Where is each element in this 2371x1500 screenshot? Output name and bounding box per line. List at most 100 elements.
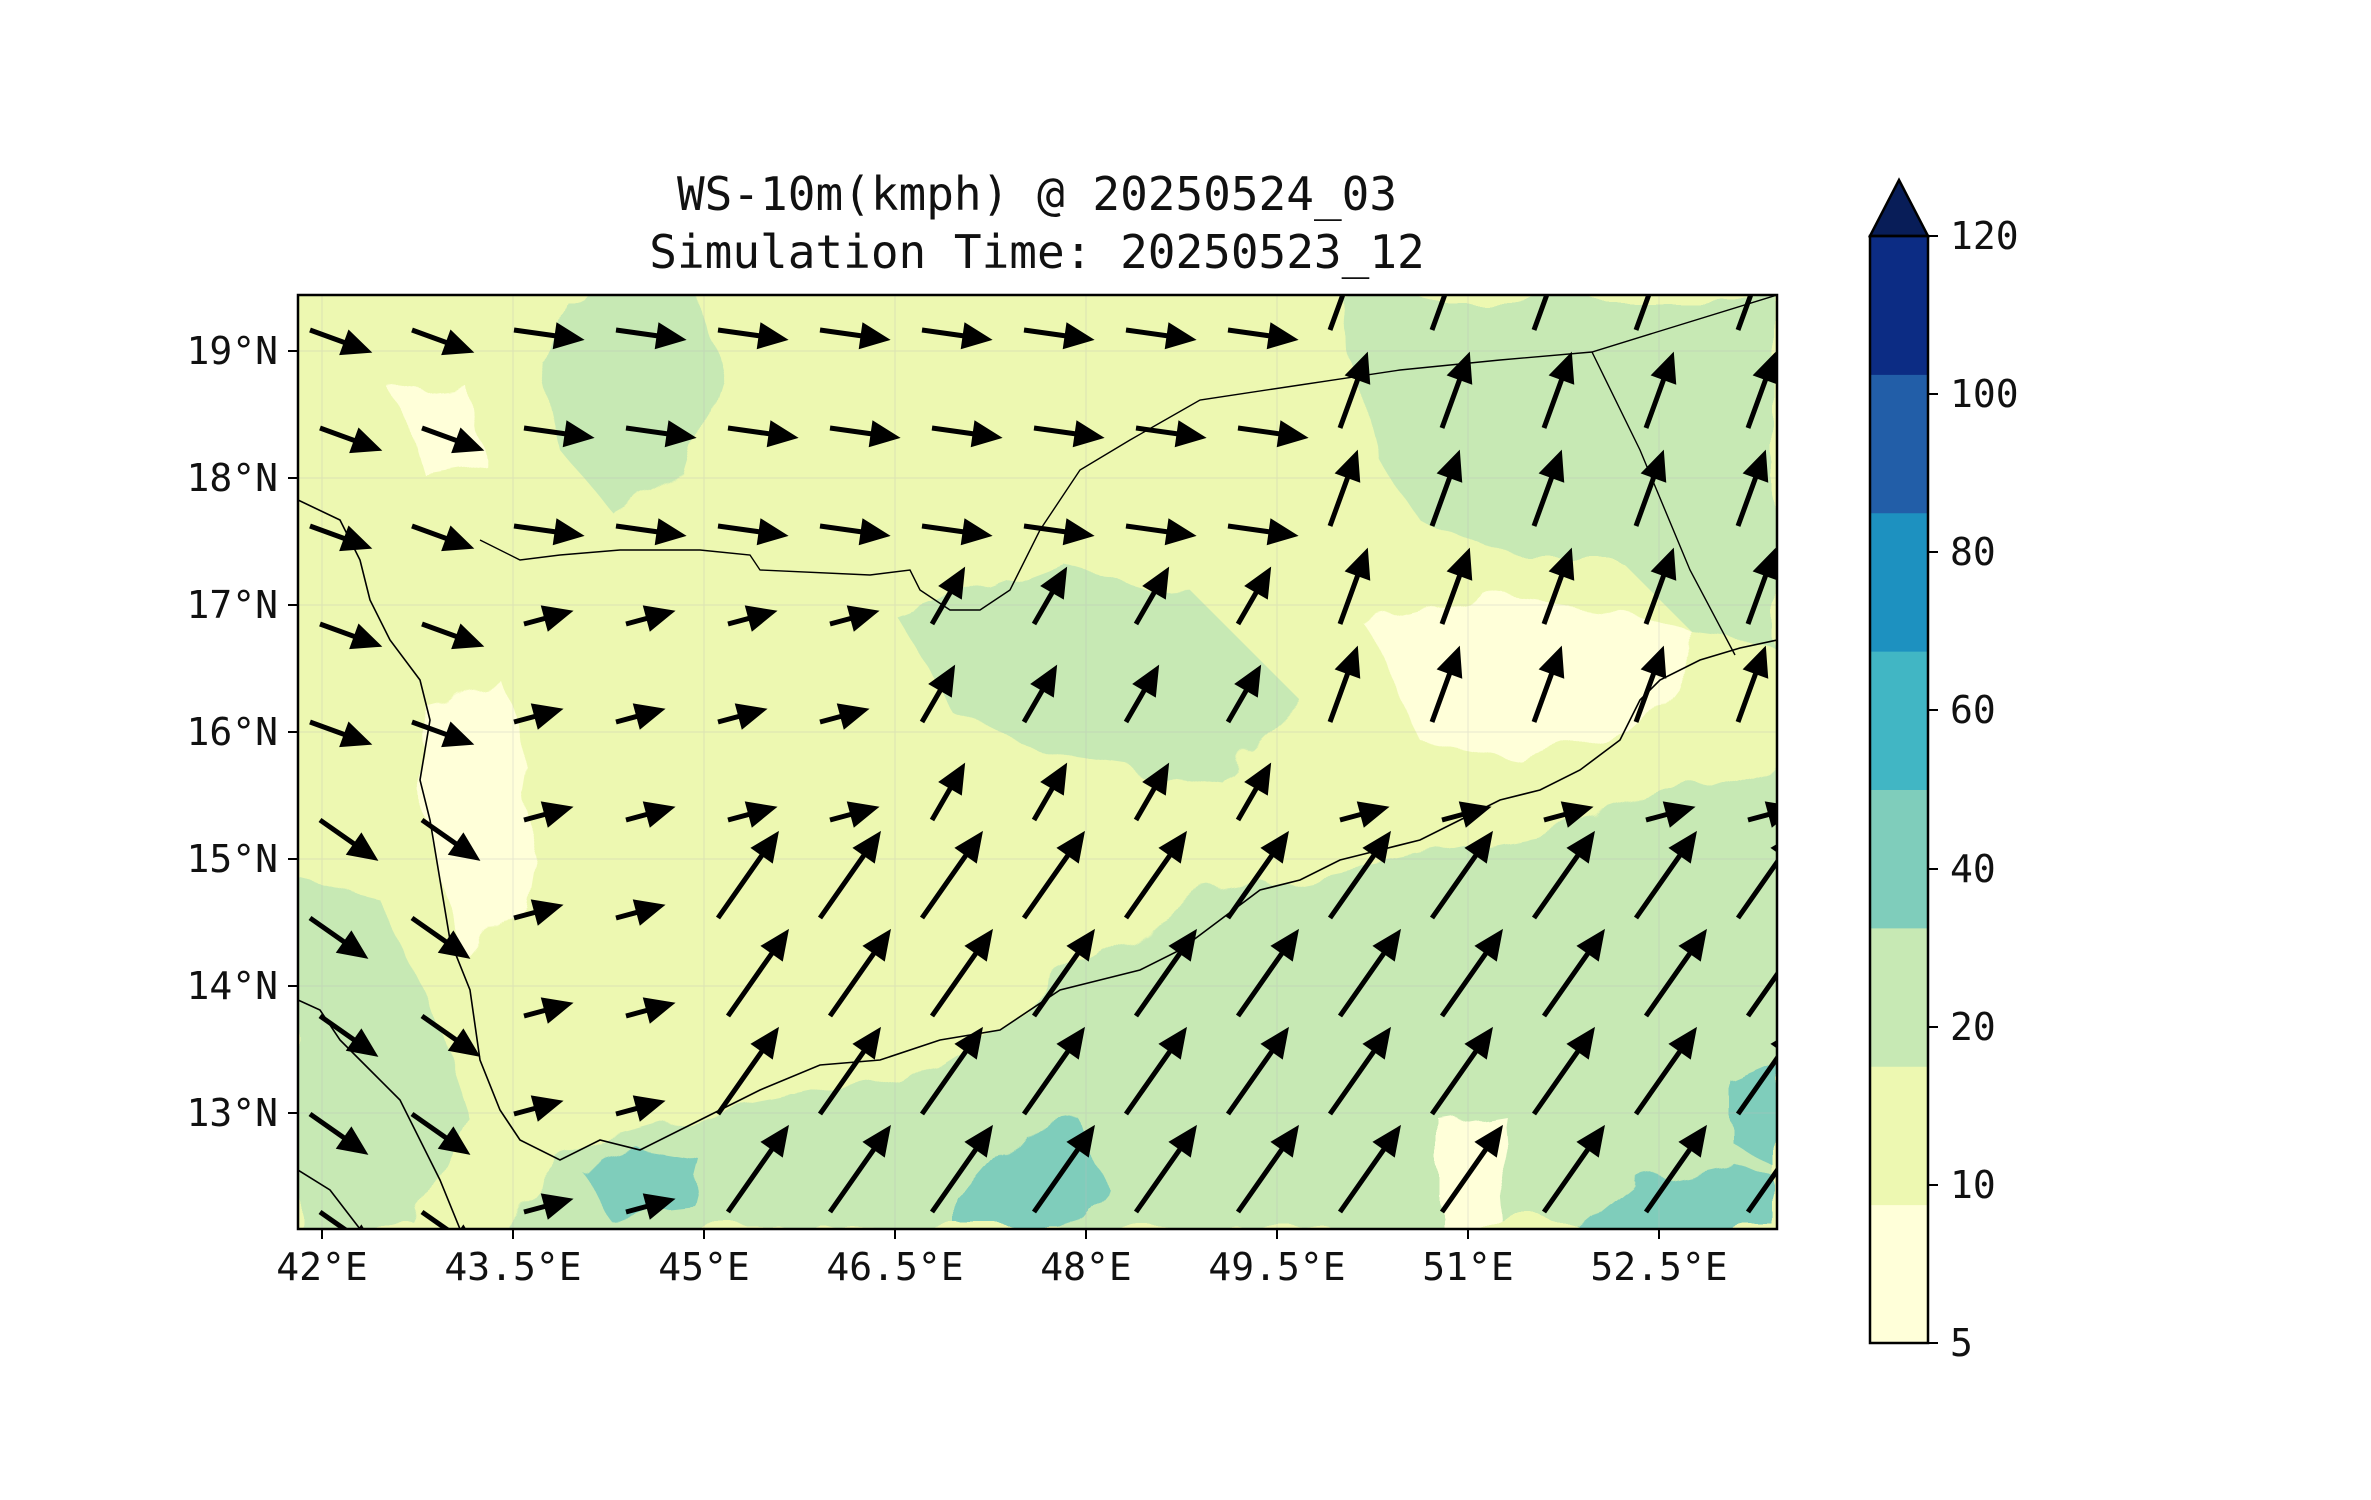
wind-vector-head: [1764, 801, 1777, 828]
wind-vector-shaft: [1735, 1053, 1777, 1116]
wind-vector-head: [1752, 351, 1777, 385]
wind-vector-shaft: [1735, 857, 1777, 920]
wind-vector-head: [642, 605, 676, 632]
wind-vector-head: [1244, 762, 1272, 796]
wind-vector-head: [964, 928, 993, 962]
wind-vector-head: [1334, 645, 1361, 679]
wind-vector-head: [540, 605, 574, 632]
wind-vector-head: [1566, 1026, 1595, 1060]
lon-tick-label: 45°E: [658, 1245, 750, 1289]
lat-tick-label: 14°N: [186, 964, 278, 1008]
wind-vector-head: [1062, 518, 1095, 546]
contour-40-60-south-central: [960, 1120, 1100, 1229]
wind-vector-shaft: [420, 1209, 451, 1229]
wind-vector-head: [1678, 1124, 1707, 1158]
contour-5-10-west: [420, 680, 540, 960]
wind-vector-head: [858, 518, 891, 546]
wind-vector-head: [447, 832, 481, 861]
colorbar-tick-label: 120: [1950, 214, 2019, 258]
wind-vector-head: [441, 525, 475, 552]
wind-vector-head: [1040, 566, 1068, 600]
wind-vector-head: [868, 420, 901, 448]
wind-vector-head: [1142, 566, 1170, 600]
wind-vector-head: [1668, 830, 1697, 864]
wind-vector-head: [938, 762, 966, 796]
wind-vector-head: [1436, 645, 1463, 679]
wind-vector-head: [862, 928, 891, 962]
colorbar-segment: [1870, 512, 1928, 652]
map-gridlines: [298, 295, 1777, 1229]
wind-vector-head: [852, 1026, 881, 1060]
wind-vector-head: [1266, 322, 1299, 350]
wind-vector-shaft: [318, 1209, 349, 1229]
wind-vector-head: [441, 329, 475, 356]
wind-vector-head: [642, 801, 676, 828]
wind-vector-head: [447, 1028, 481, 1057]
wind-vector-head: [1168, 1124, 1197, 1158]
wind-vector-shaft: [1429, 295, 1448, 331]
contour-40-60-aden: [580, 1150, 700, 1210]
lat-tick-label: 17°N: [186, 583, 278, 627]
wind-vector-head: [760, 1124, 789, 1158]
wind-vector-head: [540, 1193, 574, 1220]
wind-vector-head: [1640, 645, 1667, 679]
lat-tick-label: 19°N: [186, 329, 278, 373]
wind-vector-head: [1748, 260, 1765, 282]
lon-tick-label: 49.5°E: [1208, 1245, 1345, 1289]
colorbar-segment: [1870, 789, 1928, 929]
wind-vector-head: [1266, 518, 1299, 546]
wind-vector-head: [734, 703, 768, 730]
colorbar-segment: [1870, 236, 1928, 375]
wind-vector-shaft: [1327, 295, 1346, 331]
wind-vector-head: [1464, 830, 1493, 864]
lon-tick-label: 46.5°E: [826, 1245, 963, 1289]
wind-vector-head: [1770, 1040, 1777, 1049]
wind-vector-head: [744, 801, 778, 828]
wind-vector-head: [954, 1026, 983, 1060]
wind-vector-head: [552, 322, 585, 350]
wind-vector-head: [1678, 928, 1707, 962]
wind-vector-head: [530, 703, 564, 730]
colorbar-tick-label: 100: [1950, 372, 2019, 416]
wind-vector-head: [1234, 664, 1262, 698]
wind-vector-head: [1270, 928, 1299, 962]
wind-vector-head: [1474, 928, 1503, 962]
wind-vector-head: [1174, 420, 1207, 448]
wind-vector-head: [1056, 830, 1085, 864]
wind-vector-head: [1270, 1124, 1299, 1158]
lon-tick-label: 43.5°E: [444, 1245, 581, 1289]
wind-vector-head: [349, 427, 383, 454]
wind-vector-head: [654, 518, 687, 546]
wind-vector-head: [938, 566, 966, 600]
wind-vector-head: [1640, 449, 1667, 483]
lat-axis: 19°N 18°N 17°N 16°N 15°N 14°N 13°N: [186, 329, 298, 1135]
wind-vector-head: [632, 1095, 666, 1122]
wind-vector-head: [1650, 547, 1677, 581]
lat-tick-label: 18°N: [186, 456, 278, 500]
wind-vector-head: [1650, 351, 1677, 385]
wind-vector-head: [1344, 351, 1371, 385]
wind-vector-head: [437, 1126, 471, 1155]
border-yemen-oman: [1591, 351, 1736, 656]
wind-vector-head: [1030, 664, 1058, 698]
wind-vector-head: [1786, 935, 1805, 957]
wind-vector-head: [1786, 1131, 1805, 1153]
colorbar-segment: [1870, 374, 1928, 514]
wind-vector-head: [756, 322, 789, 350]
wind-vector-head: [1164, 518, 1197, 546]
colorbar-tick-label: 60: [1950, 688, 1996, 732]
lon-tick-label: 51°E: [1422, 1245, 1514, 1289]
colorbar-tick-label: 20: [1950, 1005, 1996, 1049]
wind-vector-head: [1446, 351, 1473, 385]
lon-tick-label: 42°E: [276, 1245, 368, 1289]
wind-vector-head: [750, 1026, 779, 1060]
wind-vector-head: [862, 1124, 891, 1158]
wind-vector-head: [1442, 260, 1459, 282]
wind-vectors: [308, 260, 1805, 1229]
wind-vector-head: [1446, 547, 1473, 581]
wind-vector-head: [1362, 830, 1391, 864]
wind-vector-head: [1158, 830, 1187, 864]
wind-vector-head: [1276, 420, 1309, 448]
wind-vector-head: [1538, 449, 1565, 483]
